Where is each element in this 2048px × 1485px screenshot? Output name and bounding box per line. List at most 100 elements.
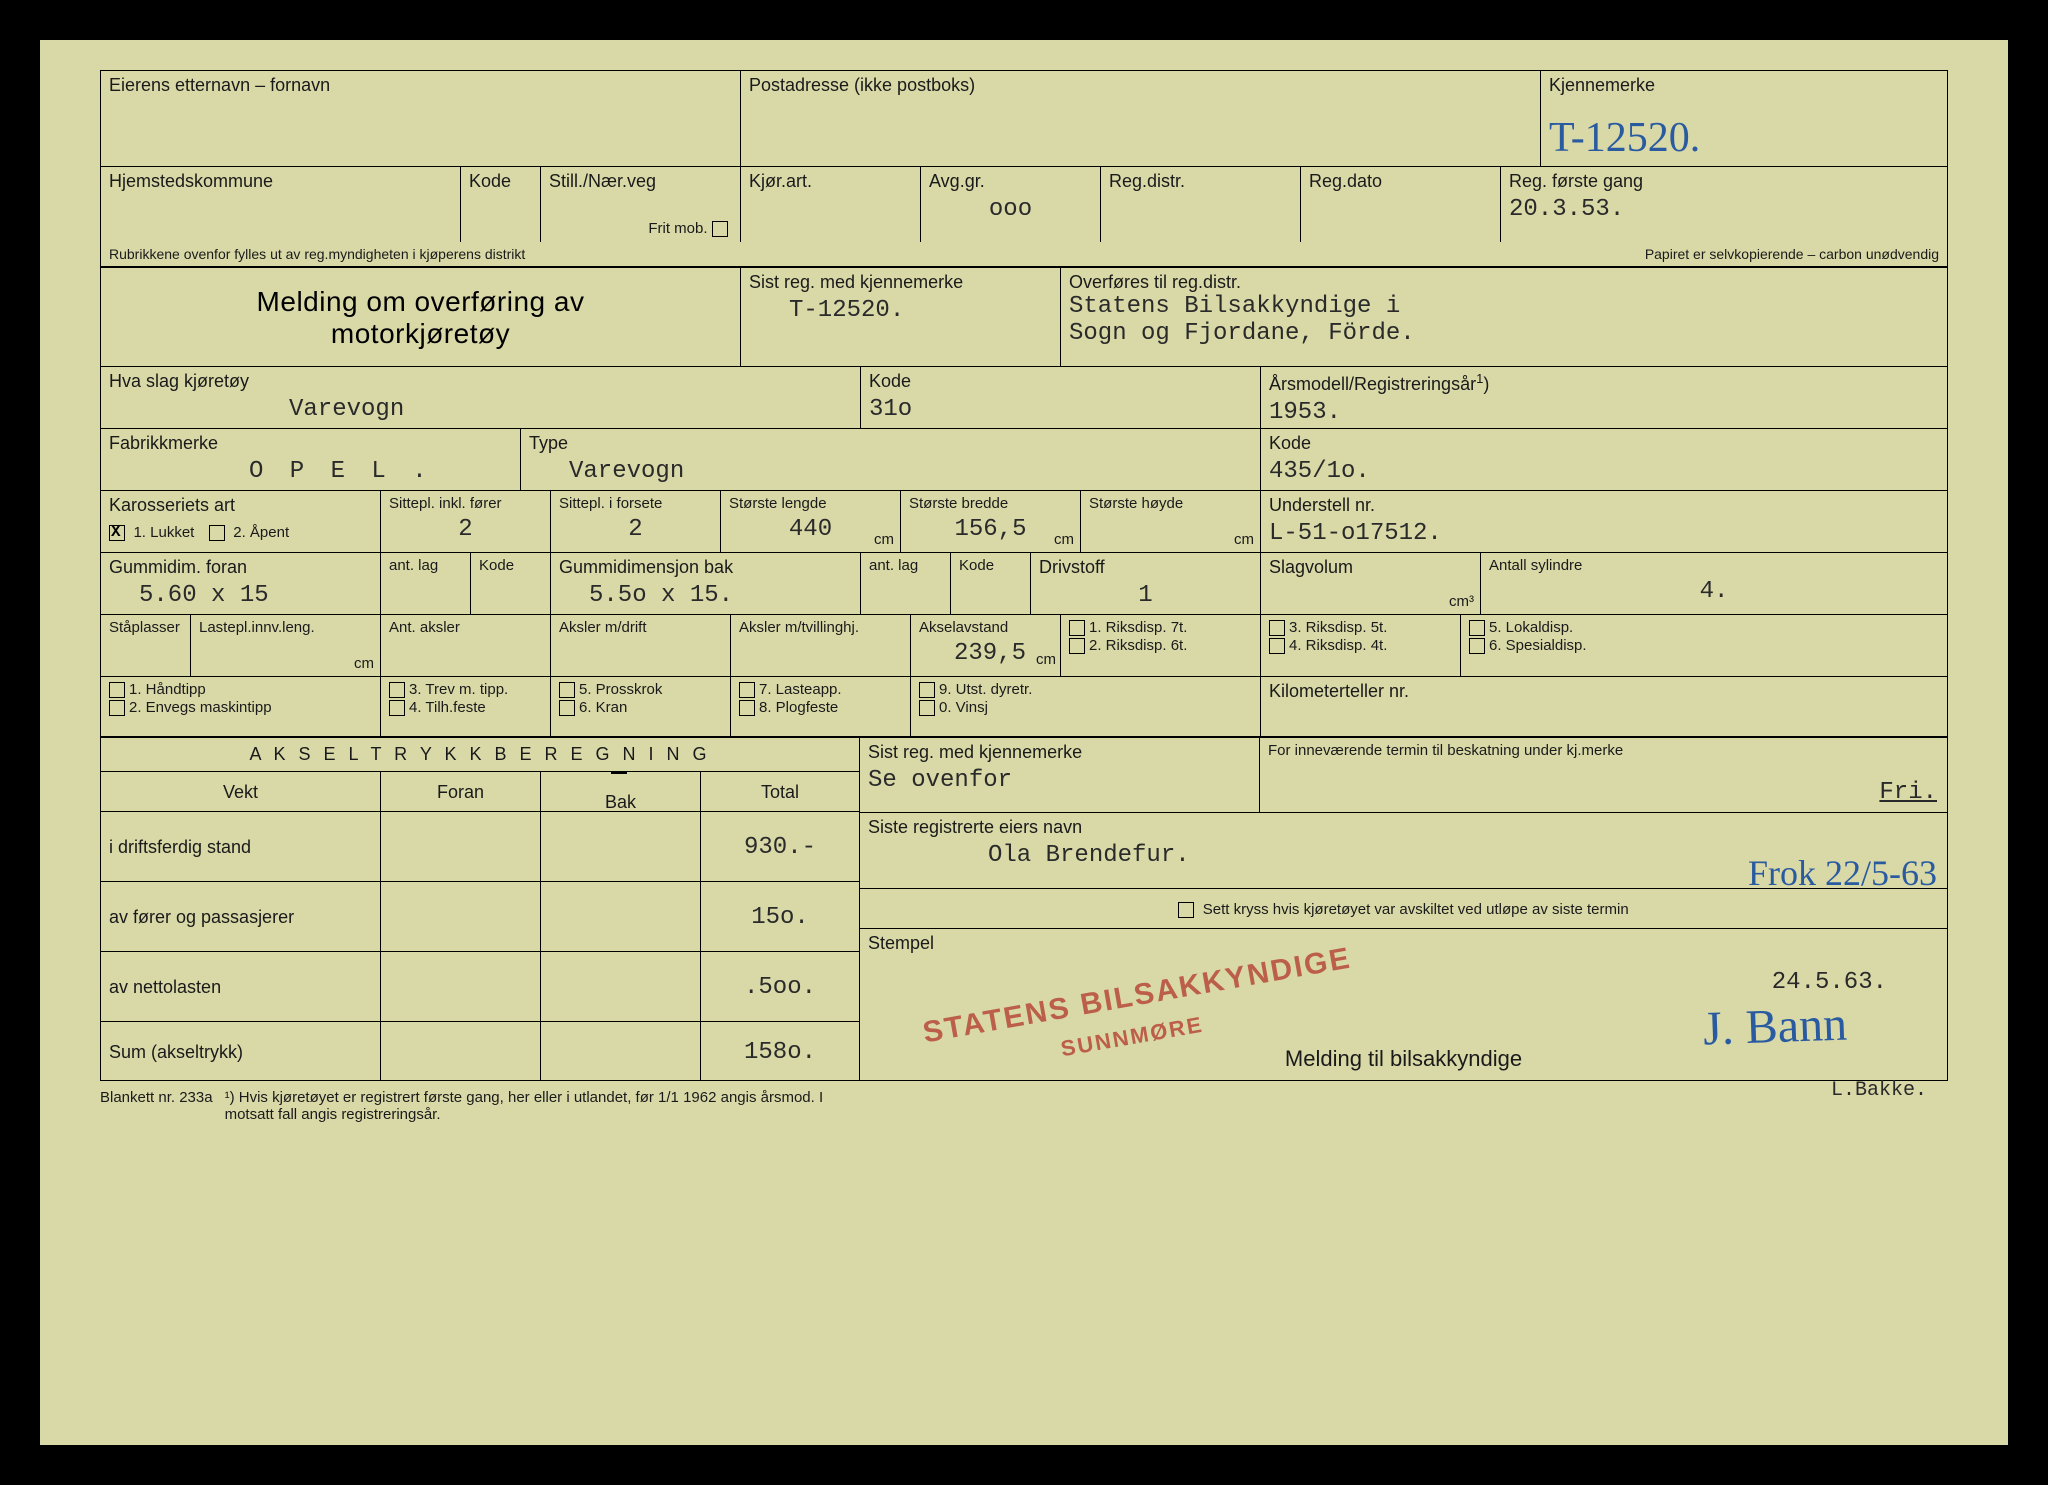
opt5: 5. Prosskrok: [579, 681, 662, 698]
cell-lengde: Største lengde 440 cm: [721, 491, 901, 552]
gummiforan-label: Gummidim. foran: [109, 557, 372, 578]
rb-date: 24.5.63.: [1772, 969, 1887, 996]
aksel-forer: av fører og passasjerer 15o.: [100, 881, 860, 951]
hdr-bak: Bak: [605, 792, 636, 813]
overfores-label: Overføres til reg.distr.: [1069, 272, 1939, 293]
postaddr-label: Postadresse (ikke postboks): [749, 75, 1532, 96]
opt2-cb: [109, 700, 125, 716]
hdr-total: Total: [761, 782, 799, 803]
opt8-cb: [739, 700, 755, 716]
sitteplfor-label: Sittepl. i forsete: [559, 495, 712, 512]
cell-slagvolum: Slagvolum cm³: [1261, 553, 1481, 614]
drift-total: 930.-: [744, 834, 816, 861]
forer-total: 15o.: [751, 904, 809, 931]
row-gummi: Gummidim. foran 5.60 x 15 ant. lag Kode …: [100, 552, 1948, 614]
kode4-label: Kode: [869, 371, 1252, 392]
cell-postaddr: Postadresse (ikke postboks): [741, 71, 1541, 166]
rb-sistreg: Sist reg. med kjennemerke Se ovenfor For…: [860, 738, 1948, 812]
sitteplfor-value: 2: [559, 512, 712, 543]
cell-antaksler: Ant. aksler: [381, 615, 551, 676]
netto-total: .5oo.: [744, 974, 816, 1001]
disp3: 3. Riksdisp. 5t.: [1289, 619, 1387, 636]
staplasser-label: Ståplasser: [109, 619, 182, 636]
cell-understell: Understell nr. L-51-o17512.: [1261, 491, 1947, 552]
hdr-foran: Foran: [437, 782, 484, 803]
aksel-netto: av nettolasten .5oo.: [100, 951, 860, 1021]
avggr-value: ooo: [929, 192, 1092, 223]
hvaslag-label: Hva slag kjøretøy: [109, 371, 852, 392]
sitteplinkl-value: 2: [389, 512, 542, 543]
rb-avskilt: Sett kryss hvis kjøretøyet var avskiltet…: [860, 888, 1948, 928]
opt6: 6. Kran: [579, 699, 627, 716]
still-label: Still./Nær.veg: [549, 171, 732, 192]
arsmodell-value: 1953.: [1269, 395, 1939, 426]
lengde-label: Største lengde: [729, 495, 892, 512]
regdato-label: Reg.dato: [1309, 171, 1492, 192]
opt0: 0. Vinsj: [939, 699, 988, 716]
row-hjemsted: Hjemstedskommune Kode Still./Nær.veg Fri…: [100, 166, 1948, 242]
opt3-cb: [389, 682, 405, 698]
disp1-cb: [1069, 620, 1085, 636]
slagvolum-label: Slagvolum: [1269, 557, 1472, 578]
form-page: Eierens etternavn – fornavn Postadresse …: [40, 40, 2008, 1445]
kode2-label: Kode: [469, 171, 532, 192]
forer-label: av fører og passasjerer: [109, 907, 372, 928]
disp6-cb: [1469, 638, 1485, 654]
akselavstand-unit: cm: [1036, 651, 1056, 668]
rb-forinne-value: Fri.: [1879, 779, 1937, 806]
hjemsted-label: Hjemstedskommune: [109, 171, 452, 192]
lengde-unit: cm: [874, 531, 894, 548]
kode4-value: 31o: [869, 392, 1252, 423]
rb-forinne-label: For inneværende termin til beskatning un…: [1268, 742, 1939, 759]
footer: Blankett nr. 233a ¹) Hvis kjøretøyet er …: [100, 1081, 1948, 1123]
blankett-label: Blankett nr. 233a: [100, 1089, 213, 1123]
cell-fabrikk: Fabrikkmerke O P E L .: [101, 429, 521, 490]
cell-opt12: 1. Håndtipp 2. Envegs maskintipp: [101, 677, 381, 736]
avggr-label: Avg.gr.: [929, 171, 1092, 192]
rb-sistreg-label: Sist reg. med kjennemerke: [868, 742, 1251, 763]
fabrikk-label: Fabrikkmerke: [109, 433, 512, 454]
cell-gummiforan: Gummidim. foran 5.60 x 15: [101, 553, 381, 614]
type-value: Varevogn: [529, 454, 1252, 485]
lukket-label: 1. Lukket: [133, 524, 194, 541]
row-options: 1. Håndtipp 2. Envegs maskintipp 3. Trev…: [100, 676, 1948, 738]
cell-opt90: 9. Utst. dyretr. 0. Vinsj: [911, 677, 1261, 736]
regforste-label: Reg. første gang: [1509, 171, 1939, 192]
cell-regdato: Reg.dato: [1301, 167, 1501, 242]
cell-drivstoff: Drivstoff 1: [1031, 553, 1261, 614]
sum-label: Sum (akseltrykk): [109, 1042, 372, 1063]
lukket-checkbox: [109, 525, 125, 541]
sum-total: 158o.: [744, 1039, 816, 1066]
fabrikk-value: O P E L .: [109, 454, 512, 485]
rb-signname: L.Bakke.: [1831, 1079, 1927, 1102]
cell-staplasser: Ståplasser: [101, 615, 191, 676]
hvaslag-value: Varevogn: [109, 392, 852, 423]
aksel-header: Vekt Foran Bak Total: [100, 771, 860, 811]
cell-sylindre: Antall sylindre 4.: [1481, 553, 1947, 614]
cell-sitteplinkl: Sittepl. inkl. fører 2: [381, 491, 551, 552]
kode5-label: Kode: [1269, 433, 1939, 454]
rb-stempel-label: Stempel: [868, 933, 1939, 954]
rb-handnote: Frok 22/5-63: [1748, 852, 1937, 894]
cell-gummibak: Gummidimensjon bak 5.5o x 15.: [551, 553, 861, 614]
opt7-cb: [739, 682, 755, 698]
disp5: 5. Lokaldisp.: [1489, 619, 1573, 636]
cell-opt78: 7. Lasteapp. 8. Plogfeste: [731, 677, 911, 736]
kode5-value: 435/1o.: [1269, 454, 1939, 485]
sitteplinkl-label: Sittepl. inkl. fører: [389, 495, 542, 512]
kode7a-label: Kode: [479, 557, 542, 574]
netto-label: av nettolasten: [109, 977, 372, 998]
opt1: 1. Håndtipp: [129, 681, 206, 698]
cell-km: Kilometerteller nr.: [1261, 677, 1947, 736]
drift-label: i driftsferdig stand: [109, 837, 372, 858]
cell-antlag1: ant. lag: [381, 553, 471, 614]
cell-title: Melding om overføring av motorkjøretøy: [101, 268, 741, 366]
title-line1: Melding om overføring av: [257, 286, 585, 318]
gummibak-label: Gummidimensjon bak: [559, 557, 852, 578]
cell-kode7b: Kode: [951, 553, 1031, 614]
cell-kode5: Kode 435/1o.: [1261, 429, 1947, 490]
cell-regforste: Reg. første gang 20.3.53.: [1501, 167, 1947, 242]
cell-kjorart: Kjør.art.: [741, 167, 921, 242]
opt9: 9. Utst. dyretr.: [939, 681, 1032, 698]
km-label: Kilometerteller nr.: [1269, 681, 1939, 702]
